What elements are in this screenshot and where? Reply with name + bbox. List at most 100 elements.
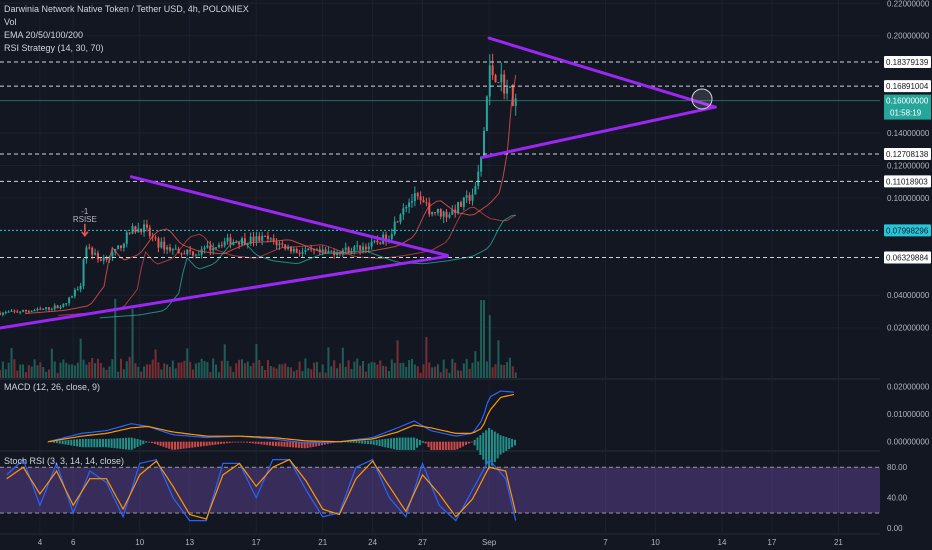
volume-bar [235,363,238,378]
candle-body [243,238,246,245]
candle-body [76,289,79,291]
volume-bar [327,347,330,378]
volume-bar [59,362,62,378]
candle-body [39,308,42,310]
macd-histogram-bar [76,439,79,447]
candle-body [422,200,425,203]
macd-histogram-bar [315,441,318,447]
volume-bar [485,361,488,378]
candle-body [482,130,486,157]
macd-histogram-bar [246,441,249,443]
macd-histogram-bar [179,441,182,450]
candle-body [160,241,163,248]
macd-histogram-bar [55,440,58,444]
macd-histogram-bar [260,441,263,445]
candle-body [22,309,25,312]
candle-body [238,242,241,245]
volume-bar [1,361,4,378]
volume-bar [298,361,301,378]
level-price-label: 0.18379139 [886,58,929,67]
volume-bar [105,369,108,378]
candle-body [168,247,171,251]
macd-histogram-bar [231,441,234,443]
volume-bar [177,362,180,378]
macd-histogram-bar [148,441,151,443]
trendline [0,254,449,330]
volume-bar [223,344,226,378]
candle-body [125,232,128,244]
volume-bar [143,366,146,378]
volume-bar [264,370,267,378]
macd-histogram-bar [476,437,479,451]
volume-bar [122,369,125,378]
macd-histogram-bar [202,441,205,447]
macd-histogram-bar [511,438,514,448]
volume-bar [428,362,431,378]
macd-legend: MACD (12, 26, close, 9) [4,382,101,392]
macd-histogram-bar [116,438,119,449]
candle-body [53,305,56,309]
macd-histogram-bar [47,441,50,443]
macd-histogram-bar [214,441,217,445]
macd-histogram-bar [450,441,453,450]
volume-bar [140,371,143,378]
volume-bar [402,362,405,378]
volume-bar [281,364,284,378]
macd-histogram-bar [361,440,364,444]
volume-bar [96,358,99,378]
volume-bar [226,360,229,378]
candle-body [503,74,506,94]
candle-body [434,212,437,214]
candle-body [166,247,169,250]
macd-signal-line [48,393,515,443]
candle-body [171,249,174,251]
candle-body [307,248,310,251]
volume-bar [338,363,341,378]
volume-bar [350,368,353,378]
volume-bar [434,366,437,378]
candle-body [451,209,454,215]
candle-body [298,252,301,254]
macd-histogram-bar [136,439,139,447]
candle-body [508,86,511,88]
macd-histogram-bar [441,441,444,450]
candle-body [379,242,382,244]
volume-bar [508,357,511,378]
macd-histogram-bar [222,441,225,444]
macd-histogram-bar [502,436,505,453]
price-tick-label: 0.14000000 [887,129,930,138]
macd-histogram-bar [294,441,298,448]
volume-bar [171,360,174,378]
volume-bar [416,366,419,378]
candle-body [174,248,177,250]
macd-histogram-bar [470,441,473,443]
candle-body [278,243,281,246]
candle-body [301,251,304,254]
candle-body [396,221,399,223]
candle-body [65,303,68,305]
candle-body [183,253,186,255]
volume-bar [347,360,350,378]
volume-bar [166,364,169,378]
time-tick-label: 17 [767,538,776,547]
macd-histogram-bar [424,441,427,444]
volume-bars [0,298,517,378]
volume-bar [22,364,25,378]
volume-bar [114,298,117,378]
volume-bar [373,362,376,378]
volume-bar [111,359,114,378]
macd-histogram-bar [513,439,516,446]
macd-histogram-bar [300,441,303,449]
candle-body [143,224,146,233]
stoch-rsi-pane: 80.00 40.00 0.00 [0,458,908,533]
candle-body [272,238,275,242]
macd-histogram-bar [384,438,387,448]
volume-bar [382,365,385,378]
volume-bar [289,367,292,378]
volume-bar [145,364,148,378]
macd-histogram-bar [64,440,67,445]
candle-body [73,289,76,297]
volume-bar [212,358,215,378]
candle-body [327,251,330,253]
